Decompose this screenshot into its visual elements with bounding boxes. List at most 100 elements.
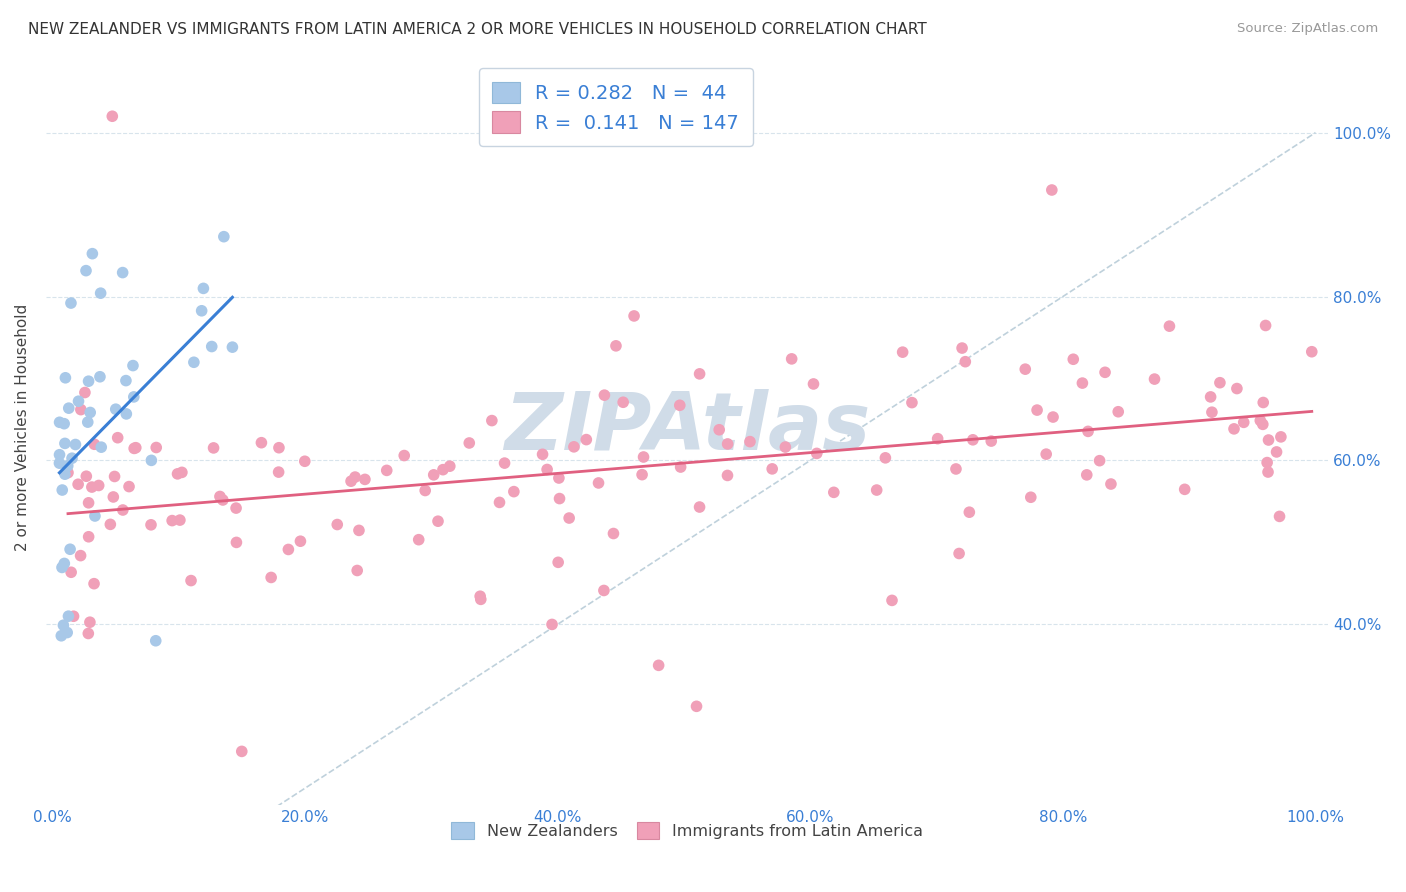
Point — [605, 339, 627, 353]
Point — [593, 583, 616, 598]
Point — [201, 339, 224, 353]
Point — [84, 508, 107, 523]
Point — [439, 459, 461, 474]
Point — [77, 496, 100, 510]
Point — [470, 589, 492, 603]
Point — [80, 480, 103, 494]
Point — [103, 469, 125, 483]
Point — [211, 493, 233, 508]
Point — [180, 574, 202, 588]
Point — [60, 566, 83, 580]
Point — [170, 466, 193, 480]
Point — [1107, 405, 1129, 419]
Point — [1077, 425, 1099, 439]
Point — [1026, 403, 1049, 417]
Point — [51, 560, 73, 574]
Point — [1256, 456, 1278, 470]
Legend: New Zealanders, Immigrants from Latin America: New Zealanders, Immigrants from Latin Am… — [446, 815, 929, 846]
Point — [1233, 415, 1256, 429]
Point — [90, 440, 112, 454]
Text: NEW ZEALANDER VS IMMIGRANTS FROM LATIN AMERICA 2 OR MORE VEHICLES IN HOUSEHOLD C: NEW ZEALANDER VS IMMIGRANTS FROM LATIN A… — [28, 22, 927, 37]
Point — [77, 374, 100, 388]
Point — [593, 388, 616, 402]
Point — [53, 417, 76, 431]
Point — [115, 407, 138, 421]
Point — [669, 460, 692, 475]
Point — [1143, 372, 1166, 386]
Point — [536, 462, 558, 476]
Point — [115, 374, 138, 388]
Point — [51, 483, 73, 497]
Point — [76, 415, 98, 429]
Text: Source: ZipAtlas.com: Source: ZipAtlas.com — [1237, 22, 1378, 36]
Point — [689, 367, 711, 381]
Point — [53, 557, 76, 571]
Point — [823, 485, 845, 500]
Point — [82, 246, 104, 260]
Point — [1249, 413, 1271, 427]
Point — [111, 503, 134, 517]
Point — [1270, 430, 1292, 444]
Point — [803, 376, 825, 391]
Point — [141, 453, 163, 467]
Point — [73, 385, 96, 400]
Point — [221, 340, 243, 354]
Point — [69, 549, 91, 563]
Point — [470, 592, 492, 607]
Point — [202, 441, 225, 455]
Point — [56, 458, 79, 473]
Point — [75, 469, 97, 483]
Point — [866, 483, 889, 497]
Point — [1062, 352, 1084, 367]
Point — [1251, 417, 1274, 432]
Point — [709, 423, 731, 437]
Point — [52, 618, 75, 632]
Point — [717, 437, 740, 451]
Point — [60, 451, 83, 466]
Point — [548, 491, 571, 506]
Point — [689, 500, 711, 514]
Point — [1094, 365, 1116, 379]
Point — [780, 351, 803, 366]
Point — [875, 450, 897, 465]
Point — [891, 345, 914, 359]
Point — [422, 467, 444, 482]
Point — [250, 435, 273, 450]
Point — [647, 658, 669, 673]
Point — [111, 266, 134, 280]
Point — [56, 466, 79, 480]
Point — [107, 431, 129, 445]
Point — [1088, 453, 1111, 467]
Point — [55, 371, 77, 385]
Point — [738, 434, 761, 449]
Point — [1209, 376, 1232, 390]
Point — [716, 468, 738, 483]
Point — [277, 542, 299, 557]
Point — [212, 229, 235, 244]
Point — [1159, 319, 1181, 334]
Point — [602, 526, 624, 541]
Point — [160, 514, 183, 528]
Point — [225, 501, 247, 516]
Point — [1301, 344, 1323, 359]
Point — [48, 448, 70, 462]
Point — [90, 286, 112, 301]
Point — [948, 547, 970, 561]
Point — [101, 109, 124, 123]
Point — [62, 609, 84, 624]
Point — [427, 514, 450, 528]
Point — [208, 490, 231, 504]
Y-axis label: 2 or more Vehicles in Household: 2 or more Vehicles in Household — [15, 304, 30, 551]
Point — [225, 535, 247, 549]
Point — [685, 699, 707, 714]
Point — [104, 402, 127, 417]
Point — [290, 534, 312, 549]
Point — [413, 483, 436, 498]
Point — [58, 609, 80, 624]
Point — [1035, 447, 1057, 461]
Point — [1019, 490, 1042, 504]
Point — [531, 447, 554, 461]
Point — [294, 454, 316, 468]
Point — [59, 542, 82, 557]
Point — [1223, 422, 1246, 436]
